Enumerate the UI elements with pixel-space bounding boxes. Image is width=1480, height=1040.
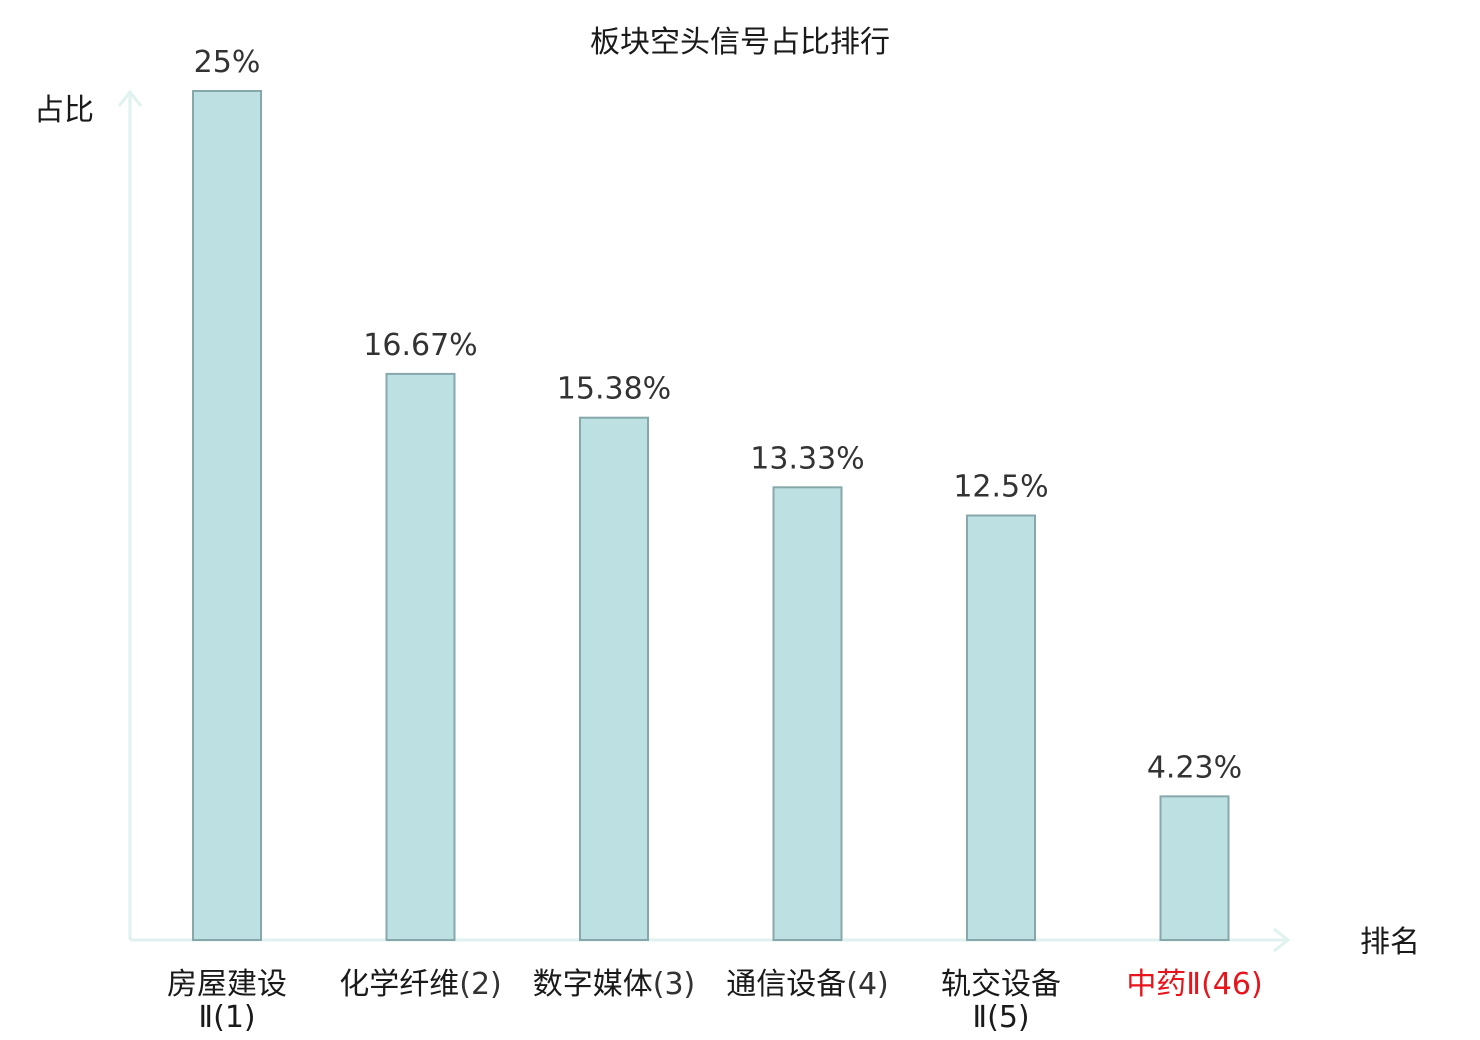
bar-2 bbox=[385, 372, 456, 942]
bar-1 bbox=[192, 90, 262, 941]
bars bbox=[192, 90, 1230, 942]
category-label-2: 化学纤维(2) bbox=[339, 967, 502, 1002]
bar-4 bbox=[772, 486, 843, 941]
category-label-1: 房屋建设 bbox=[167, 967, 287, 1002]
value-label-3: 15.38% bbox=[557, 372, 671, 407]
bar-6 bbox=[1159, 795, 1230, 941]
value-labels: 25% 16.67% 15.38% 13.33% 12.5% 4.23% bbox=[194, 45, 1243, 785]
category-label-4: 通信设备(4) bbox=[726, 967, 889, 1002]
bar-3 bbox=[579, 416, 649, 941]
category-label-5: 轨交设备 bbox=[941, 967, 1061, 1002]
category-label-3: 数字媒体(3) bbox=[533, 967, 696, 1002]
y-axis-arrow-icon bbox=[117, 89, 143, 107]
x-axis-label: 排名 bbox=[1360, 925, 1420, 960]
axes bbox=[117, 89, 1291, 953]
value-label-1: 25% bbox=[194, 45, 261, 80]
value-label-6: 4.23% bbox=[1147, 750, 1242, 785]
category-label-1-rank: Ⅱ(1) bbox=[198, 1000, 255, 1035]
category-label-6: 中药Ⅱ(46) bbox=[1126, 967, 1262, 1002]
value-label-2: 16.67% bbox=[363, 328, 477, 363]
y-axis-label: 占比 bbox=[34, 93, 94, 128]
chart-title: 板块空头信号占比排行 bbox=[590, 25, 890, 60]
x-axis-arrow-icon bbox=[1273, 927, 1291, 953]
category-label-5-rank: Ⅱ(5) bbox=[972, 1000, 1029, 1035]
bar-5 bbox=[966, 514, 1036, 941]
value-label-4: 13.33% bbox=[750, 441, 864, 476]
value-label-5: 12.5% bbox=[953, 470, 1048, 505]
